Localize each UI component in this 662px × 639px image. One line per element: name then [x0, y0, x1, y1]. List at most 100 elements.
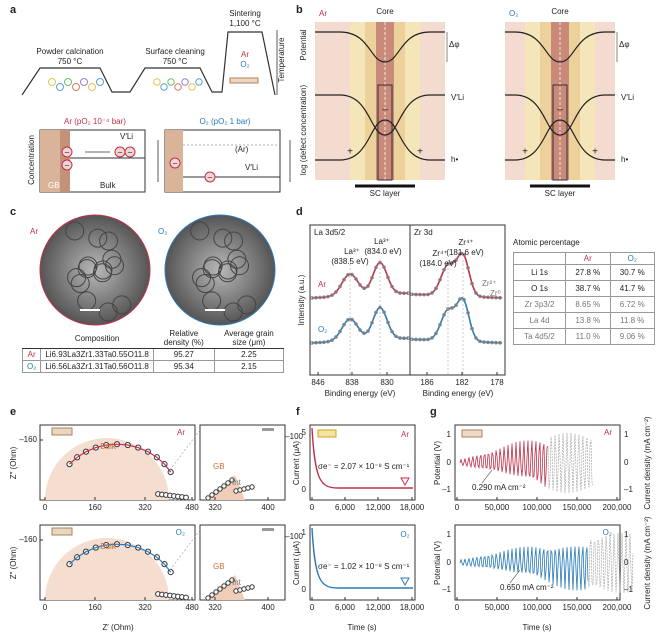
label: h•	[451, 155, 458, 164]
data-point	[462, 252, 466, 257]
data-point	[342, 277, 346, 282]
table-cell: O 1s	[512, 280, 567, 297]
table-cell: 27.8 %	[565, 264, 611, 281]
label: 200,000	[603, 603, 632, 612]
label: –100	[285, 432, 303, 441]
line	[509, 569, 521, 584]
panel-label: a	[10, 4, 17, 16]
label: V′Li	[245, 163, 258, 172]
label: Z″ (Ohm)	[9, 546, 18, 579]
data-point	[402, 336, 406, 341]
data-point	[498, 296, 502, 300]
data-point	[454, 258, 458, 262]
label: –1	[442, 485, 451, 494]
table-cell: 8.65 %	[565, 296, 611, 313]
label: 0	[43, 603, 48, 612]
data-point	[450, 261, 454, 265]
data-point	[326, 339, 330, 344]
label: –160	[19, 435, 37, 444]
label: 0	[447, 458, 452, 467]
label: Current density (mA cm⁻²)	[643, 516, 652, 609]
data-point	[225, 480, 231, 486]
data-point	[498, 341, 502, 345]
label: –	[173, 159, 178, 168]
marker	[400, 577, 410, 587]
label: 12,000	[366, 503, 391, 512]
line	[169, 429, 201, 471]
data-point	[338, 284, 342, 289]
data-point	[486, 340, 490, 345]
data-point	[334, 290, 338, 294]
label: 100,000	[523, 503, 552, 512]
label: Atomic percentage	[513, 238, 580, 247]
empty-cell	[512, 252, 567, 265]
label: –100	[285, 532, 303, 541]
dot	[195, 78, 203, 86]
sem-image	[164, 214, 276, 326]
label: Temperature	[277, 37, 286, 82]
grain	[237, 295, 257, 315]
dot	[124, 146, 136, 158]
dot	[64, 78, 72, 86]
grain	[78, 256, 98, 276]
label: –	[128, 148, 133, 157]
label: 12,000	[366, 603, 391, 612]
data-point	[490, 295, 494, 300]
label: +	[417, 147, 423, 158]
label: Int	[232, 578, 242, 587]
data-point	[342, 322, 346, 327]
panel-label: e	[10, 406, 16, 418]
data-point	[430, 336, 434, 340]
grain	[230, 256, 250, 276]
data-point	[183, 494, 189, 501]
label: 6,000	[335, 603, 356, 612]
label: 18,000	[400, 503, 425, 512]
data-point	[225, 580, 231, 586]
data-point	[350, 272, 354, 277]
label: 320	[138, 603, 152, 612]
label: Δφ	[449, 40, 460, 49]
data-point	[358, 328, 362, 332]
label: 320	[208, 503, 222, 512]
label: Potential	[299, 29, 308, 60]
label: Surface cleaning	[145, 47, 205, 56]
panel-label: b	[296, 4, 303, 16]
label: (834.0 eV)	[364, 247, 402, 256]
data-point	[354, 277, 358, 281]
atomic-table: Ar O₂ Li 1s 27.8 % 30.7 % O 1s 38.7 % 41.7 % Zr …	[512, 252, 656, 345]
data-point	[394, 289, 398, 294]
grain	[98, 302, 118, 322]
table-cell: 95.27	[152, 348, 215, 361]
grain	[88, 228, 108, 248]
label: –160	[19, 535, 37, 544]
label: 750 °C	[58, 57, 83, 66]
label: O₂	[603, 528, 612, 537]
data-point	[458, 252, 462, 256]
label: GB	[213, 462, 225, 471]
label: 400	[261, 603, 275, 612]
table-cell: 2.25	[213, 348, 285, 361]
curve	[315, 119, 445, 161]
empty-cell	[22, 328, 41, 349]
data-point	[209, 592, 215, 598]
table-cell: 38.7 %	[565, 280, 611, 297]
data-point	[354, 322, 358, 326]
curve	[505, 119, 615, 161]
label: Z″ (Ohm)	[9, 446, 18, 479]
label: Zr²⁺	[482, 279, 496, 288]
label: σe⁻ = 1.02 × 10⁻⁸ S cm⁻¹	[318, 562, 410, 571]
data-point	[414, 337, 418, 342]
label: (184.0 eV)	[419, 259, 457, 268]
data-point	[326, 294, 330, 299]
label: O₂	[158, 227, 167, 236]
curve	[587, 532, 634, 594]
data-point	[362, 331, 366, 335]
label: O₂	[176, 528, 185, 537]
label: 0	[624, 458, 629, 467]
table-cell: Average grain size (μm)	[214, 328, 284, 349]
data-point	[370, 320, 374, 325]
label: Ar	[319, 9, 327, 18]
label: 50,000	[485, 503, 510, 512]
label: Sintering	[229, 9, 261, 18]
